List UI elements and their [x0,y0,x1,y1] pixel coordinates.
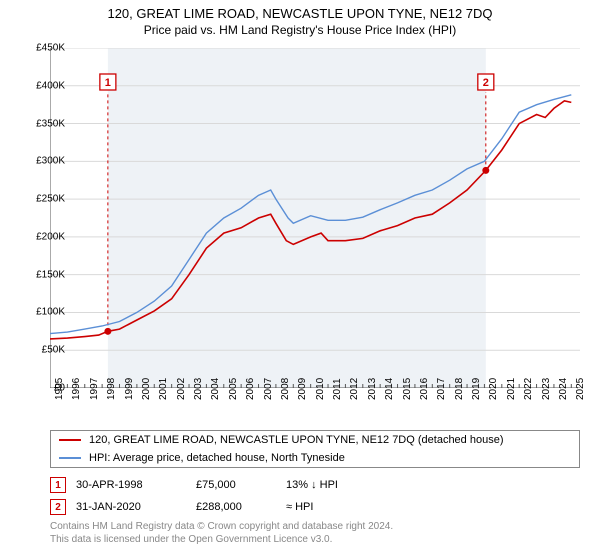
event-marker: 1 [50,477,66,493]
svg-text:1: 1 [105,77,111,89]
x-tick-label: 2016 [419,378,430,400]
y-tick-label: £100K [15,307,65,318]
legend-swatch [59,457,81,459]
x-tick-label: 2004 [210,378,221,400]
chart-subtitle: Price paid vs. HM Land Registry's House … [0,21,600,37]
x-tick-label: 2003 [193,378,204,400]
y-tick-label: £50K [15,345,65,356]
x-tick-label: 2009 [297,378,308,400]
chart-title: 120, GREAT LIME ROAD, NEWCASTLE UPON TYN… [0,0,600,21]
x-tick-label: 2018 [454,378,465,400]
event-diff: ≈ HPI [286,501,376,513]
event-diff: 13% ↓ HPI [286,479,376,491]
x-tick-label: 2023 [541,378,552,400]
x-tick-label: 2011 [332,378,343,400]
legend-row: HPI: Average price, detached house, Nort… [51,449,579,467]
x-tick-label: 2002 [176,378,187,400]
y-tick-label: £250K [15,194,65,205]
x-tick-label: 2021 [506,378,517,400]
x-tick-label: 2001 [158,378,169,400]
x-tick-label: 2000 [141,378,152,400]
x-tick-label: 2010 [315,378,326,400]
event-row: 1 30-APR-1998£75,00013% ↓ HPI [50,474,376,496]
x-tick-label: 2012 [349,378,360,400]
y-tick-label: £450K [15,43,65,54]
x-tick-label: 2013 [367,378,378,400]
x-tick-label: 2019 [471,378,482,400]
x-tick-label: 2006 [245,378,256,400]
x-tick-label: 2024 [558,378,569,400]
legend: 120, GREAT LIME ROAD, NEWCASTLE UPON TYN… [50,430,580,468]
event-table: 1 30-APR-1998£75,00013% ↓ HPI 2 31-JAN-2020… [50,474,376,518]
event-row: 2 31-JAN-2020£288,000≈ HPI [50,496,376,518]
event-price: £288,000 [196,501,286,513]
x-tick-label: 1998 [106,378,117,400]
legend-swatch [59,439,81,441]
legend-label: HPI: Average price, detached house, Nort… [89,452,345,464]
event-price: £75,000 [196,479,286,491]
line-chart: 12 [50,48,580,388]
footer-attribution: Contains HM Land Registry data © Crown c… [50,520,393,546]
footer-line-1: Contains HM Land Registry data © Crown c… [50,520,393,533]
x-tick-label: 1997 [89,378,100,400]
x-tick-label: 2020 [488,378,499,400]
legend-row: 120, GREAT LIME ROAD, NEWCASTLE UPON TYN… [51,431,579,449]
y-tick-label: £200K [15,231,65,242]
y-tick-label: £150K [15,269,65,280]
y-tick-label: £400K [15,80,65,91]
footer-line-2: This data is licensed under the Open Gov… [50,533,393,546]
x-tick-label: 1996 [71,378,82,400]
x-tick-label: 2014 [384,378,395,400]
x-tick-label: 2025 [575,378,586,400]
y-tick-label: £350K [15,118,65,129]
x-tick-label: 2017 [436,378,447,400]
x-tick-label: 2015 [402,378,413,400]
x-tick-label: 2007 [263,378,274,400]
x-tick-label: 2005 [228,378,239,400]
x-tick-label: 1995 [54,378,65,400]
y-tick-label: £300K [15,156,65,167]
chart-container: 120, GREAT LIME ROAD, NEWCASTLE UPON TYN… [0,0,600,560]
legend-label: 120, GREAT LIME ROAD, NEWCASTLE UPON TYN… [89,434,503,446]
x-tick-label: 1999 [124,378,135,400]
x-tick-label: 2022 [523,378,534,400]
x-tick-label: 2008 [280,378,291,400]
svg-text:2: 2 [483,77,489,89]
event-marker: 2 [50,499,66,515]
event-date: 31-JAN-2020 [76,501,196,513]
event-date: 30-APR-1998 [76,479,196,491]
